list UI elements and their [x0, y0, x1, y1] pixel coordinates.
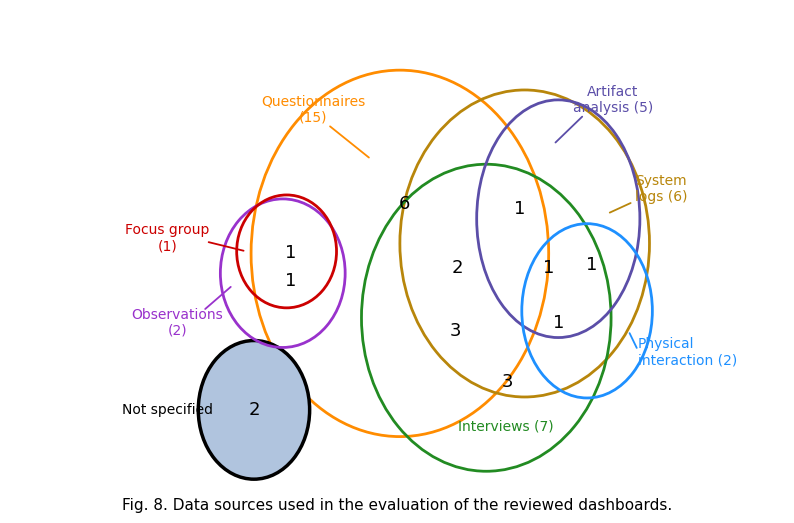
- Text: 3: 3: [502, 373, 513, 391]
- Text: 1: 1: [285, 272, 296, 290]
- Text: Fig. 8. Data sources used in the evaluation of the reviewed dashboards.: Fig. 8. Data sources used in the evaluat…: [121, 497, 673, 513]
- Text: 6: 6: [399, 195, 410, 213]
- Text: 2: 2: [249, 401, 260, 419]
- Text: 1: 1: [515, 200, 526, 218]
- Text: 1: 1: [553, 314, 564, 332]
- Text: Physical
interaction (2): Physical interaction (2): [638, 337, 737, 368]
- Text: 1: 1: [543, 259, 554, 277]
- Text: 1: 1: [285, 244, 296, 263]
- Text: Artifact
analysis (5): Artifact analysis (5): [573, 85, 653, 115]
- Text: 3: 3: [450, 322, 461, 339]
- Text: 2: 2: [452, 259, 463, 277]
- Text: 1: 1: [586, 256, 598, 274]
- Ellipse shape: [198, 340, 310, 479]
- Text: Focus group
(1): Focus group (1): [125, 223, 210, 254]
- Text: Questionnaires
(15): Questionnaires (15): [261, 95, 365, 125]
- Text: Not specified: Not specified: [122, 403, 213, 417]
- Text: Observations
(2): Observations (2): [131, 308, 223, 338]
- Text: System
logs (6): System logs (6): [635, 174, 688, 204]
- Text: Interviews (7): Interviews (7): [457, 419, 553, 434]
